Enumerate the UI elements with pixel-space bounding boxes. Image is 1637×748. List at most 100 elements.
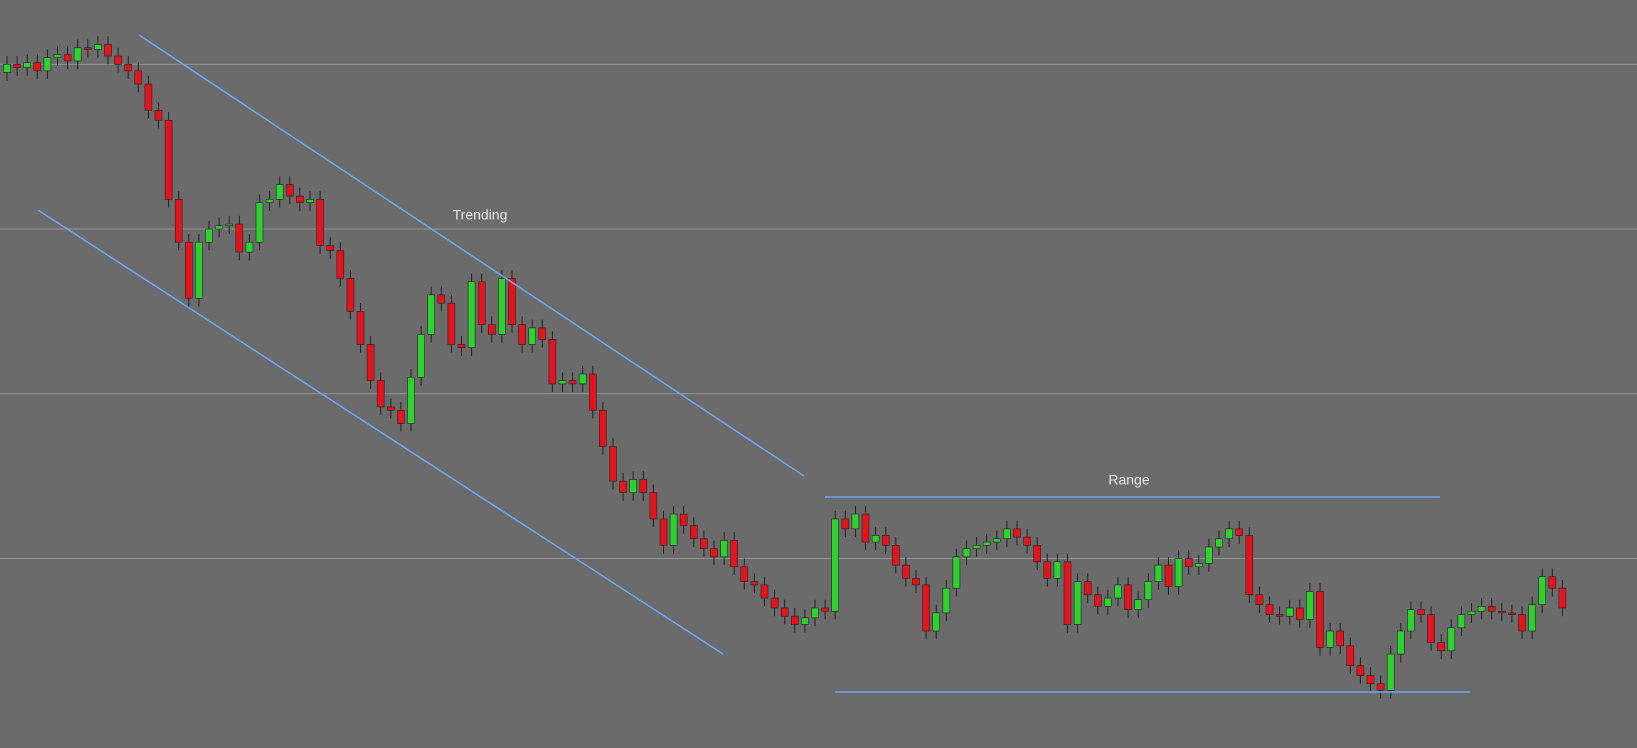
candle-body — [891, 545, 900, 566]
candle-body — [386, 406, 395, 411]
candle-body — [1558, 587, 1567, 609]
candle-body — [962, 548, 971, 558]
candle-body — [1346, 645, 1355, 666]
candle-body — [397, 409, 405, 424]
candle-body — [1043, 561, 1052, 579]
candle-body — [285, 184, 294, 197]
candle-body — [63, 54, 72, 62]
annotation: Range — [1108, 472, 1149, 488]
candle-body — [195, 241, 203, 299]
candle-body — [1174, 558, 1183, 587]
candle-body — [831, 518, 840, 612]
candle-body — [1013, 528, 1021, 538]
candle-body — [841, 518, 850, 530]
candle-body — [619, 480, 627, 493]
candle-body — [1427, 614, 1435, 643]
candle-body — [296, 195, 304, 203]
candle-body — [952, 556, 961, 589]
candle-body — [336, 250, 345, 279]
candle-body — [720, 540, 728, 558]
candle-body — [851, 513, 860, 530]
candle-body — [629, 479, 638, 493]
candle-body — [447, 302, 456, 345]
candle-body — [1386, 653, 1395, 691]
candle-body — [821, 607, 829, 612]
candle-body — [114, 55, 122, 65]
candle-body — [1094, 594, 1102, 607]
candle-body — [1477, 606, 1486, 612]
candle-body — [548, 339, 557, 385]
candle-body — [1225, 528, 1233, 540]
candle-body — [1134, 599, 1142, 610]
annotation: Trending — [453, 207, 508, 223]
candle-body — [1336, 630, 1344, 647]
candle-body — [225, 223, 233, 227]
candle-body — [801, 617, 809, 625]
candle-body — [770, 597, 779, 609]
candle-body — [861, 513, 870, 543]
trend-line — [138, 34, 805, 477]
candle-body — [1114, 584, 1122, 599]
candle-body — [1518, 614, 1526, 632]
candle-body — [84, 47, 92, 50]
candle-body — [104, 44, 112, 57]
candle-body — [376, 380, 385, 408]
candle-body — [3, 63, 11, 73]
candle-body — [94, 44, 102, 50]
candle-body — [1154, 564, 1163, 582]
candle-body — [1083, 581, 1092, 596]
candle-body — [1296, 607, 1304, 620]
candle-body — [932, 612, 941, 632]
candle-body — [1124, 584, 1132, 610]
candle-body — [730, 540, 739, 568]
candle-body — [780, 607, 789, 617]
candle-body — [609, 446, 617, 482]
candle-body — [1164, 564, 1173, 587]
candle-body — [1487, 606, 1496, 612]
candle-body — [255, 202, 264, 243]
candle-body — [1285, 607, 1294, 617]
candle-body — [1063, 561, 1072, 625]
candle-body — [669, 513, 678, 546]
candle-body — [1275, 614, 1284, 617]
candle-body — [568, 380, 577, 385]
candle-body — [215, 225, 223, 230]
candle-body — [902, 564, 910, 579]
candle-body — [1255, 594, 1264, 605]
candle-body — [972, 545, 981, 549]
candle-body — [760, 584, 769, 599]
candle-body — [992, 538, 1001, 543]
candle-body — [33, 62, 42, 72]
candle-body — [1407, 609, 1415, 632]
candle-body — [407, 376, 415, 424]
candle-body — [1245, 535, 1254, 596]
candle-body — [912, 577, 920, 586]
trend-line — [37, 209, 724, 655]
candle-body — [811, 607, 819, 619]
candle-body — [599, 409, 607, 447]
candle-body — [245, 241, 254, 253]
candle-body — [1447, 627, 1456, 652]
candle-body — [750, 581, 759, 586]
candle-body — [942, 587, 951, 614]
candle-body — [922, 584, 930, 632]
candle-body — [1235, 528, 1243, 536]
candle-body — [1508, 612, 1516, 615]
candle-body — [326, 245, 335, 251]
candle-body — [23, 62, 32, 68]
candle-body — [174, 199, 183, 243]
candle-body — [1215, 538, 1223, 548]
grid — [0, 63, 1637, 559]
candle-body — [487, 324, 496, 335]
candle-body — [53, 54, 62, 58]
candle-body — [649, 492, 658, 520]
candle-body — [346, 278, 355, 312]
candle-body — [43, 57, 52, 72]
candle-body — [679, 513, 688, 526]
candle-body — [639, 479, 648, 493]
candle-body — [1003, 528, 1011, 540]
candle-body — [518, 324, 526, 345]
